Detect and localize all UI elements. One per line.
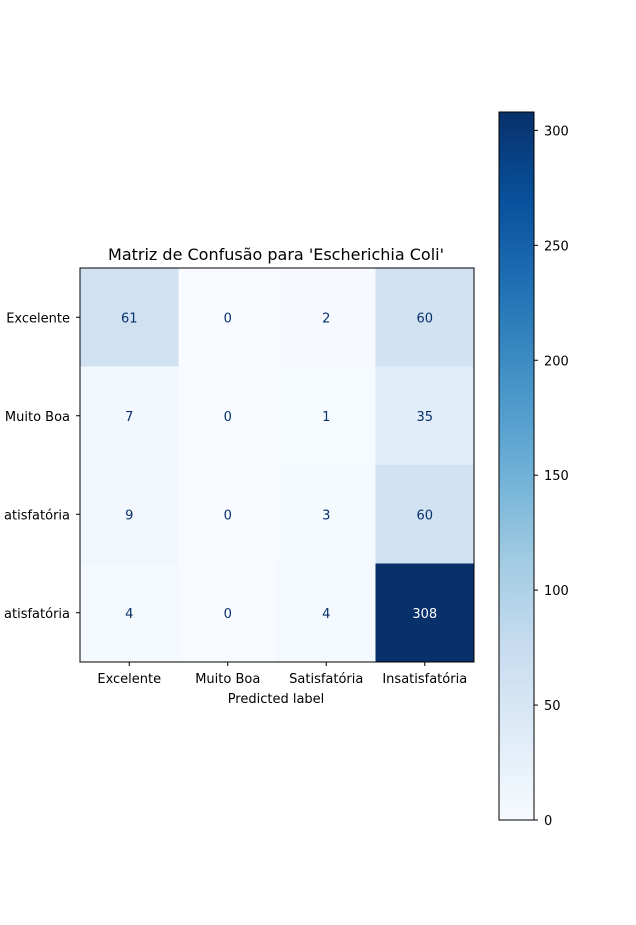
heatmap-cell	[277, 268, 376, 367]
plot-frame	[79, 267, 475, 663]
cell-value-label: 60	[416, 311, 433, 326]
cell-value-label: 3	[322, 508, 330, 523]
cell-value-label: 0	[224, 410, 232, 425]
heatmap-cell	[80, 366, 179, 466]
cell-value-label: 0	[224, 508, 232, 523]
colorbar-ticks: 0 50 100 150 200 250 300	[534, 124, 569, 829]
cell-value-label: 35	[416, 410, 433, 425]
heatmap-cell	[277, 366, 376, 466]
colorbar-tick-label: 50	[544, 699, 561, 714]
heatmap-cell	[178, 268, 278, 367]
cell-value-label: 61	[121, 311, 138, 326]
heatmap-cell	[178, 366, 278, 466]
y-tick-label: Excelente	[6, 311, 70, 326]
heatmap-cell	[80, 268, 179, 367]
colorbar-frame	[498, 111, 535, 821]
x-tick-label: Muito Boa	[195, 672, 260, 687]
colorbar-tick-label: 200	[544, 354, 569, 369]
x-axis-label: Predicted label	[228, 692, 325, 707]
x-tick-label: Satisfatória	[289, 672, 363, 687]
heatmap-cell	[375, 465, 475, 564]
y-tick-label: atisfatória	[4, 508, 70, 523]
heatmap-cell-labels: 61 0 2 60 7 0 1 35 9 0 3 60 4 0 4 308	[121, 311, 437, 622]
cell-value-label: 1	[322, 410, 330, 425]
heatmap-cell	[375, 563, 475, 663]
heatmap-cell	[178, 465, 278, 564]
cell-value-label: 9	[125, 508, 133, 523]
heatmap-cell	[375, 268, 475, 367]
y-tick-label: atisfatória	[4, 607, 70, 622]
cell-value-label: 308	[412, 607, 437, 622]
colorbar-tick-label: 150	[544, 469, 569, 484]
cell-value-label: 60	[416, 508, 433, 523]
heatmap-cells	[80, 268, 475, 663]
chart-title: Matriz de Confusão para 'Escherichia Col…	[108, 245, 444, 264]
cell-value-label: 2	[322, 311, 330, 326]
x-tick-label: Insatisfatória	[382, 672, 467, 687]
y-tick-label: Muito Boa	[5, 410, 70, 425]
heatmap-cell	[80, 563, 179, 663]
colorbar-tick-label: 0	[544, 814, 552, 829]
cell-value-label: 7	[125, 410, 133, 425]
cell-value-label: 0	[224, 607, 232, 622]
heatmap-cell	[80, 465, 179, 564]
cell-value-label: 4	[322, 607, 330, 622]
heatmap-cell	[277, 563, 376, 663]
cell-value-label: 4	[125, 607, 133, 622]
x-tick-label: Excelente	[97, 672, 161, 687]
heatmap-cell	[178, 563, 278, 663]
heatmap-cell	[375, 366, 475, 466]
colorbar-tick-label: 300	[544, 124, 569, 139]
colorbar-gradient	[499, 112, 534, 820]
x-axis-ticks: Excelente Muito Boa Satisfatória Insatisfat…	[97, 662, 467, 687]
colorbar-tick-label: 100	[544, 584, 569, 599]
colorbar-tick-label: 250	[544, 239, 569, 254]
heatmap-cell	[277, 465, 376, 564]
y-axis-ticks: Excelente Muito Boa atisfatória atisfatória	[4, 311, 80, 622]
cell-value-label: 0	[224, 311, 232, 326]
